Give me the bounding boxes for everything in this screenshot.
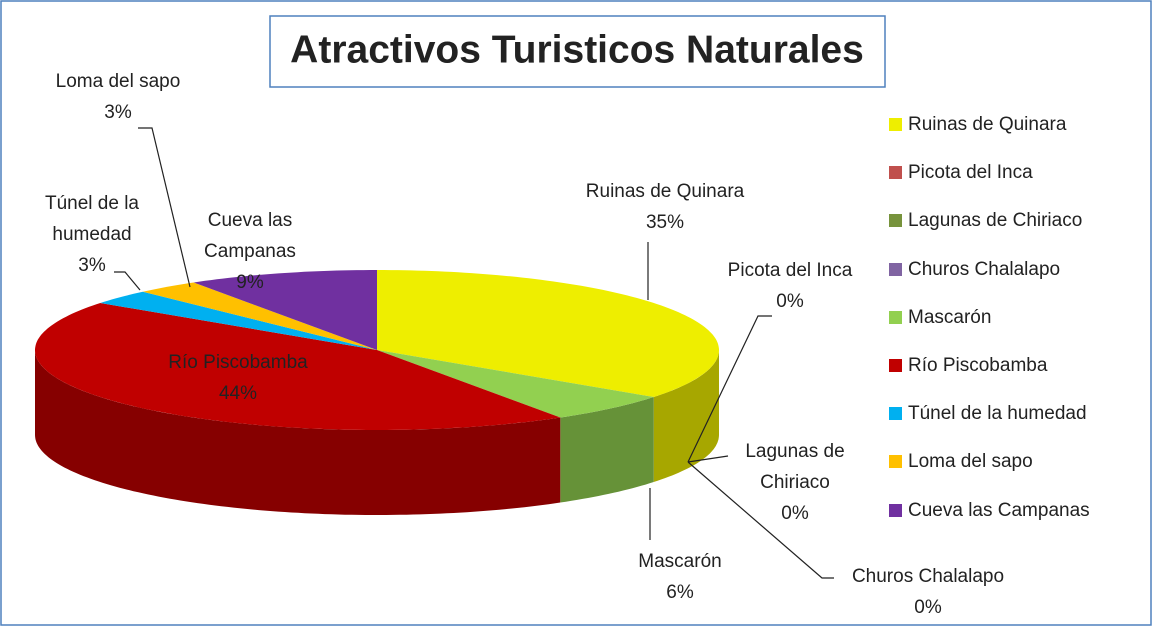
legend-swatch [889,310,902,324]
data-label-value: 0% [914,597,942,618]
pie-slice [142,282,377,350]
pie-slice-side [35,350,561,515]
title-box [269,15,886,88]
data-label-value: 6% [666,582,694,603]
pie-slice [35,303,561,430]
legend-label: Cueva las Campanas [908,499,1090,521]
legend-swatch [889,503,902,517]
legend-item: Cueva las Campanas [889,500,1090,522]
data-label-name: Río Piscobamba [168,352,308,373]
data-label-name: Mascarón [638,551,722,572]
legend-swatch [889,214,902,228]
data-label-name: Lagunas de Chiriaco [745,441,845,493]
leader-line [687,315,772,463]
legend-label: Río Piscobamba [908,355,1048,376]
legend-swatch [889,118,902,131]
legend-swatch [889,359,902,372]
legend-label: Churos Chalalapo [908,258,1061,280]
legend-item: Río Piscobamba [889,355,1047,377]
chart-title: Atractivos Turisticos Naturales [290,28,864,71]
data-label: Mascarón 6% [605,546,755,608]
data-label-value: 0% [781,503,809,524]
pie-slice-side [560,397,654,503]
data-label: Lagunas de Chiriaco 0% [733,436,858,529]
legend-label: Loma del sapo [908,451,1033,473]
legend-label: Picota del Inca [908,162,1033,184]
legend-label: Mascarón [908,306,992,328]
pie-slice [100,291,378,350]
data-label-value: 3% [78,255,106,276]
data-label-name: Túnel de la humedad [44,193,139,245]
legend-swatch [889,407,902,421]
data-label: Churos Chalalapo 0% [818,561,1038,623]
legend-item: Picota del Inca [889,162,1033,184]
data-label: Cueva las Campanas 9% [185,205,315,298]
pie-slice [377,350,654,418]
pie-slice-side [653,350,719,482]
data-label-value: 3% [104,102,132,123]
leader-line [138,127,191,288]
data-label: Picota del Inca 0% [690,255,890,317]
data-label: Río Piscobamba 44% [138,347,338,409]
legend-label: Túnel de la humedad [908,403,1087,425]
data-label-value: 0% [776,291,804,312]
data-label: Túnel de la humedad 3% [27,188,157,281]
data-label-name: Loma del sapo [55,71,181,92]
legend-swatch [889,262,902,276]
data-label: Ruinas de Quinara 35% [545,176,785,238]
legend-item: Mascarón [889,307,991,329]
legend-swatch [889,166,902,180]
pie-tops [35,270,719,430]
leader-line [687,455,729,463]
pie-sides [35,350,719,515]
legend-item: Churos Chalalapo [889,259,1060,281]
leader-line [687,461,834,579]
data-label-value: 35% [645,212,685,233]
legend-item: Túnel de la humedad [889,403,1087,425]
legend-label: Ruinas de Quinara [908,114,1067,135]
leader-line [114,271,141,291]
data-label-value: 44% [218,383,258,404]
legend-item: Loma del sapo [889,451,1033,473]
pie-slice [377,270,719,397]
legend-swatch [889,455,902,469]
data-label-name: Cueva las Campanas [204,210,296,262]
data-label: Loma del sapo 3% [18,66,218,128]
data-label-name: Picota del Inca [727,260,853,281]
data-label-value: 9% [236,272,264,293]
legend-item: Lagunas de Chiriaco [889,210,1082,232]
data-label-name: Churos Chalalapo [851,566,1005,587]
data-label-name: Ruinas de Quinara [585,181,745,202]
pie-slice [193,270,377,350]
legend-item: Ruinas de Quinara [889,114,1066,136]
legend-label: Lagunas de Chiriaco [908,210,1083,232]
